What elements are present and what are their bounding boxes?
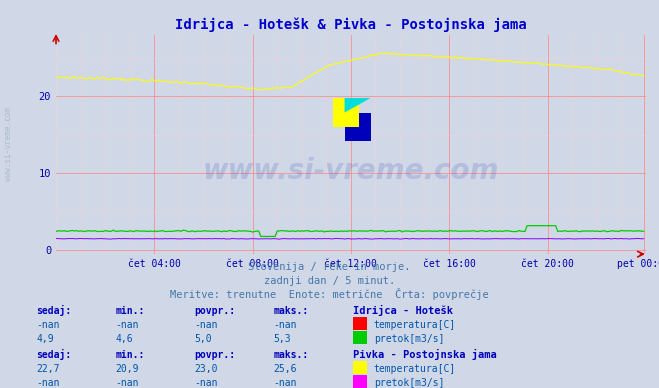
Text: -nan: -nan [115, 378, 139, 388]
Text: zadnji dan / 5 minut.: zadnji dan / 5 minut. [264, 276, 395, 286]
Text: -nan: -nan [194, 378, 218, 388]
Text: www.si-vreme.com: www.si-vreme.com [4, 107, 13, 180]
Text: -nan: -nan [115, 320, 139, 330]
Text: min.:: min.: [115, 350, 145, 360]
Bar [333, 98, 359, 127]
Text: -nan: -nan [273, 378, 297, 388]
Text: povpr.:: povpr.: [194, 306, 235, 316]
Text: maks.:: maks.: [273, 350, 308, 360]
Text: -nan: -nan [273, 320, 297, 330]
Title: Idrijca - Hotešk & Pivka - Postojnska jama: Idrijca - Hotešk & Pivka - Postojnska ja… [175, 18, 527, 32]
Text: 25,6: 25,6 [273, 364, 297, 374]
Text: -nan: -nan [36, 320, 60, 330]
Text: 22,7: 22,7 [36, 364, 60, 374]
Bar [345, 113, 370, 142]
Text: 23,0: 23,0 [194, 364, 218, 374]
Text: www.si-vreme.com: www.si-vreme.com [203, 157, 499, 185]
Text: Pivka - Postojnska jama: Pivka - Postojnska jama [353, 349, 496, 360]
Text: -nan: -nan [194, 320, 218, 330]
Polygon shape [345, 98, 370, 113]
Text: 5,0: 5,0 [194, 334, 212, 344]
Text: pretok[m3/s]: pretok[m3/s] [374, 378, 444, 388]
Text: 5,3: 5,3 [273, 334, 291, 344]
Text: 4,9: 4,9 [36, 334, 54, 344]
Text: -nan: -nan [36, 378, 60, 388]
Text: pretok[m3/s]: pretok[m3/s] [374, 334, 444, 344]
Text: povpr.:: povpr.: [194, 350, 235, 360]
Text: Idrijca - Hotešk: Idrijca - Hotešk [353, 305, 453, 316]
Text: sedaj:: sedaj: [36, 305, 71, 316]
Text: sedaj:: sedaj: [36, 349, 71, 360]
Text: maks.:: maks.: [273, 306, 308, 316]
Text: temperatura[C]: temperatura[C] [374, 364, 456, 374]
Text: temperatura[C]: temperatura[C] [374, 320, 456, 330]
Text: Slovenija / reke in morje.: Slovenija / reke in morje. [248, 262, 411, 272]
Text: 20,9: 20,9 [115, 364, 139, 374]
Text: 4,6: 4,6 [115, 334, 133, 344]
Text: min.:: min.: [115, 306, 145, 316]
Text: Meritve: trenutne  Enote: metrične  Črta: povprečje: Meritve: trenutne Enote: metrične Črta: … [170, 288, 489, 300]
